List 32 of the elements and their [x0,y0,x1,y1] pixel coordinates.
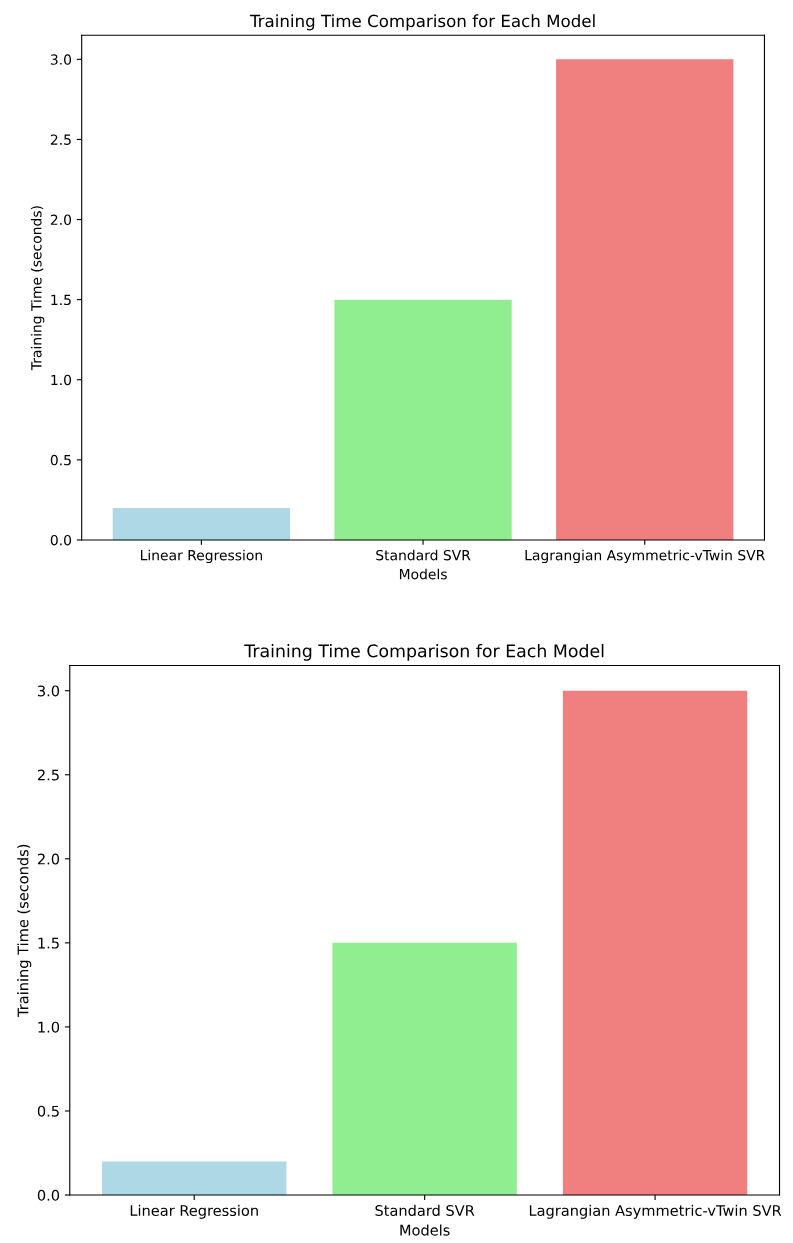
x-axis-title: Models [399,568,447,580]
y-tick-label: 3.0 [37,685,60,697]
bar [112,507,291,540]
y-tick-label: 0.5 [37,1105,59,1117]
y-tick-label: 2.5 [37,769,59,781]
y-tick-label: 1.5 [38,937,59,949]
bar [562,690,748,1196]
y-axis-title: Training Time (seconds) [30,206,45,371]
y-tick-label: 1.0 [38,1021,60,1033]
y-tick-label: 2.0 [37,853,60,865]
bar [334,299,512,540]
y-tick-label: 1.5 [51,294,71,306]
y-tick-label: 3.0 [50,54,72,65]
bar [332,942,517,1196]
x-tick-label: Standard SVR [375,1204,475,1217]
x-axis-title: Models [400,1224,450,1236]
chart-title: Training Time Comparison for Each Model [249,14,595,31]
x-tick-label: Linear Regression [140,549,262,564]
chart-title: Training Time Comparison for Each Model [244,643,604,661]
x-tick-label: Linear Regression [130,1204,258,1219]
bar [102,1161,287,1196]
y-tick-label: 2.0 [50,214,72,226]
y-axis-title: Training Time (seconds) [17,844,32,1018]
x-tick-label: Lagrangian Asymmetric-vTwin SVR [529,1204,782,1219]
y-tick-label: 2.5 [50,134,71,145]
y-tick-label: 0.5 [50,454,71,466]
x-tick-label: Lagrangian Asymmetric-vTwin SVR [525,549,765,564]
y-tick-label: 0.0 [37,1189,60,1201]
y-tick-label: 1.0 [51,374,72,386]
bar [556,59,734,540]
y-tick-label: 0.0 [50,534,72,546]
x-tick-label: Standard SVR [376,549,471,561]
